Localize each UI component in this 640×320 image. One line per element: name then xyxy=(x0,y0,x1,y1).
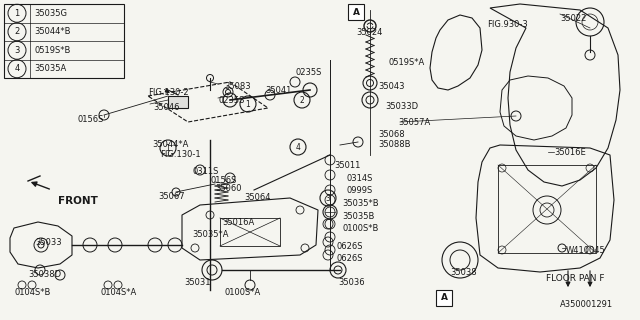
Text: W410045: W410045 xyxy=(566,246,605,255)
Text: 35044*B: 35044*B xyxy=(34,27,70,36)
Text: 35036: 35036 xyxy=(338,278,365,287)
Text: 35038D: 35038D xyxy=(28,270,61,279)
Text: 2: 2 xyxy=(300,95,305,105)
Text: 35067: 35067 xyxy=(158,192,184,201)
Text: 0100S*B: 0100S*B xyxy=(342,224,378,233)
Text: 35057A: 35057A xyxy=(398,118,430,127)
Text: 35068: 35068 xyxy=(378,130,404,139)
Text: 35046: 35046 xyxy=(153,103,179,112)
Text: 35016A: 35016A xyxy=(222,218,254,227)
Text: 4: 4 xyxy=(14,64,20,73)
Text: 35038: 35038 xyxy=(450,268,477,277)
Text: 35064: 35064 xyxy=(244,193,271,202)
Text: 3: 3 xyxy=(14,46,20,55)
Text: 35088B: 35088B xyxy=(378,140,410,149)
Text: FIG.130-2: FIG.130-2 xyxy=(148,88,189,97)
Text: 35033D: 35033D xyxy=(385,102,418,111)
Text: 0519S*A: 0519S*A xyxy=(388,58,424,67)
Bar xyxy=(220,218,280,246)
Text: 35033: 35033 xyxy=(35,238,61,247)
Text: 0235S: 0235S xyxy=(295,68,321,77)
Text: 35060: 35060 xyxy=(215,184,241,193)
Text: 0999S: 0999S xyxy=(346,186,372,195)
Text: 0314S: 0314S xyxy=(346,174,372,183)
Text: 0626S: 0626S xyxy=(336,254,362,263)
Text: 35016E: 35016E xyxy=(554,148,586,157)
Text: 0104S*A: 0104S*A xyxy=(100,288,136,297)
Text: A: A xyxy=(353,7,360,17)
Text: 3: 3 xyxy=(326,194,330,203)
Text: FRONT: FRONT xyxy=(58,196,98,206)
Bar xyxy=(498,165,596,253)
Text: 0100S*A: 0100S*A xyxy=(224,288,260,297)
Text: 35043: 35043 xyxy=(378,82,404,91)
Text: 0156S: 0156S xyxy=(210,176,236,185)
Text: 0626S: 0626S xyxy=(336,242,362,251)
Text: 35031: 35031 xyxy=(184,278,211,287)
Text: 0156S: 0156S xyxy=(77,115,104,124)
Text: FLOOR PAN F: FLOOR PAN F xyxy=(546,274,605,283)
Text: 35022: 35022 xyxy=(560,14,586,23)
Text: 1: 1 xyxy=(14,9,20,18)
Text: 0104S*B: 0104S*B xyxy=(14,288,51,297)
Text: 0519S*B: 0519S*B xyxy=(34,46,70,55)
Text: 35041: 35041 xyxy=(265,86,291,95)
Bar xyxy=(348,4,364,20)
Text: 1: 1 xyxy=(166,143,170,153)
Text: 35024: 35024 xyxy=(356,28,382,37)
Text: 4: 4 xyxy=(296,142,300,151)
Text: 35035A: 35035A xyxy=(34,64,67,73)
Text: 35011: 35011 xyxy=(334,161,360,170)
Text: 35035*B: 35035*B xyxy=(342,199,379,208)
Bar xyxy=(168,96,188,108)
Text: A350001291: A350001291 xyxy=(560,300,613,309)
Text: 0311S: 0311S xyxy=(192,167,218,176)
Text: 1: 1 xyxy=(246,100,250,108)
Text: FIG.130-1: FIG.130-1 xyxy=(160,150,200,159)
Text: A: A xyxy=(440,293,447,302)
Text: FIG.930-3: FIG.930-3 xyxy=(487,20,528,29)
Text: 35035G: 35035G xyxy=(34,9,67,18)
Text: 35035*A: 35035*A xyxy=(192,230,228,239)
Text: 35083: 35083 xyxy=(224,82,251,91)
Text: 35044*A: 35044*A xyxy=(152,140,188,149)
Bar xyxy=(436,290,452,306)
Text: 35035B: 35035B xyxy=(342,212,374,221)
Text: 0235S: 0235S xyxy=(218,96,244,105)
Bar xyxy=(4,4,124,78)
Text: 2: 2 xyxy=(14,27,20,36)
